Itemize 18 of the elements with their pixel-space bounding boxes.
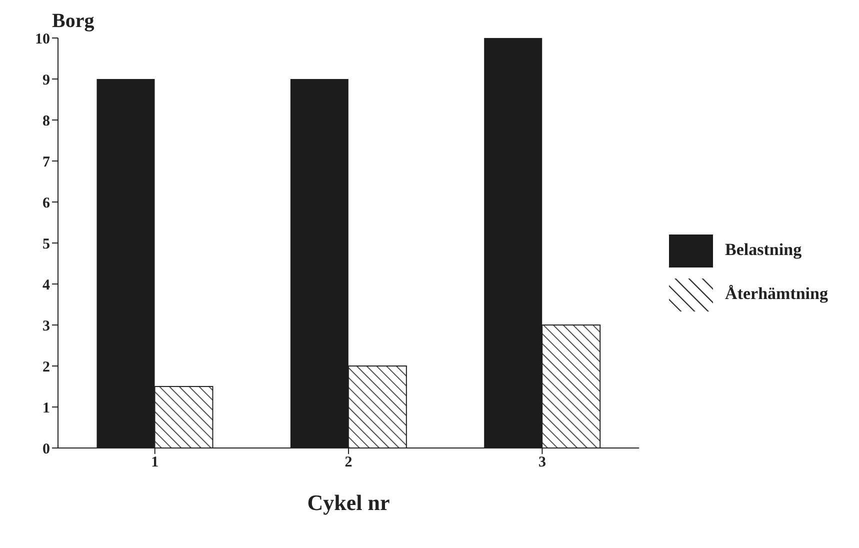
y-tick-label: 1 xyxy=(42,400,50,416)
y-axis-title: Borg xyxy=(52,10,94,33)
y-tick-label: 3 xyxy=(42,318,50,334)
y-tick-label: 5 xyxy=(42,236,50,252)
y-tick-label: 9 xyxy=(42,72,50,88)
x-axis-title: Cykel nr xyxy=(307,490,390,515)
x-tick-label: 2 xyxy=(344,454,352,471)
y-tick-label: 4 xyxy=(42,277,50,294)
legend-label: Belastning xyxy=(725,240,802,259)
x-tick-label: 3 xyxy=(538,454,546,471)
y-tick-label: 6 xyxy=(42,195,50,212)
y-tick-label: 2 xyxy=(42,359,50,376)
y-tick-label: 0 xyxy=(42,441,50,458)
y-tick-label: 10 xyxy=(35,31,50,48)
legend-label: Återhämtning xyxy=(725,284,828,303)
y-tick-label: 7 xyxy=(42,154,50,170)
y-tick-label: 8 xyxy=(42,113,50,130)
x-tick-label: 1 xyxy=(151,454,159,471)
